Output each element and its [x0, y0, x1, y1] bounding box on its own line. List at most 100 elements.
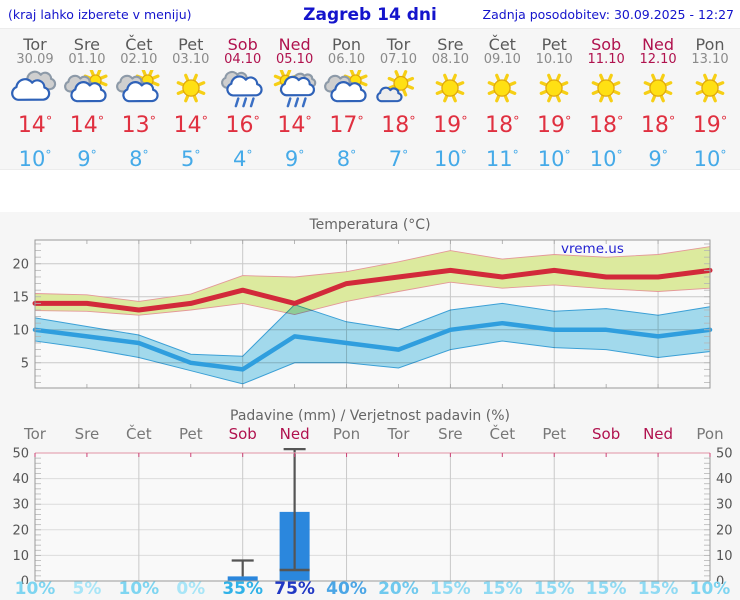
svg-text:5: 5	[21, 356, 29, 371]
day-date-label: 09.10	[483, 52, 521, 67]
precip-day-label: Sre	[438, 425, 463, 443]
svg-text:10: 10	[12, 549, 29, 564]
max-temp-value: 19°	[433, 113, 468, 138]
charts-section: Temperatura (°C) 5 10 15 20 vreme.us Padavin…	[0, 212, 740, 600]
precip-day-label: Sre	[74, 425, 100, 443]
weather-icon-holder	[61, 68, 113, 108]
svg-text:20: 20	[12, 257, 29, 272]
sunny-icon	[695, 73, 725, 103]
precipitation-chart-title: Padavine (mm) / Verjetnost padavin (%)	[230, 408, 510, 424]
sunny-icon	[643, 73, 673, 103]
precip-probability-value: 0%	[176, 579, 206, 599]
max-temp-value: 13°	[121, 113, 157, 138]
forecast-day-column: Tor 30.09 14° 10°	[9, 29, 61, 170]
precip-day-label: Pet	[178, 425, 203, 443]
svg-text:30: 30	[12, 498, 29, 513]
day-name-label: Pet	[541, 35, 567, 54]
min-temp-value: 9°	[284, 147, 305, 171]
forecast-day-column: Sob 04.10 16° 4°	[217, 29, 269, 170]
precip-probability-value: 10%	[689, 579, 731, 599]
weather-icon-holder	[113, 68, 165, 108]
day-date-label: 06.10	[327, 52, 366, 67]
cloudy-icon	[11, 70, 57, 101]
rain-icon	[220, 70, 263, 108]
min-temp-value: 10°	[589, 147, 623, 171]
precip-probability-value: 40%	[326, 579, 367, 599]
precip-probability-value: 35%	[222, 579, 264, 599]
svg-text:20: 20	[716, 523, 733, 538]
day-date-label: 13.10	[691, 52, 729, 67]
min-temp-value: 10°	[18, 147, 52, 171]
svg-text:40: 40	[12, 472, 29, 487]
forecast-day-column: Sob 11.10 18° 10°	[580, 29, 632, 170]
sunny-icon	[176, 73, 206, 103]
day-name-label: Ned	[278, 35, 311, 54]
weather-icon-holder	[321, 68, 373, 108]
precip-day-label: Pon	[332, 425, 361, 443]
sunny-icon	[591, 73, 621, 103]
precip-probability-value: 10%	[14, 579, 56, 599]
min-temp-value: 9°	[77, 147, 97, 171]
sunny-icon	[539, 73, 569, 103]
svg-text:15: 15	[12, 290, 29, 305]
precip-probability-value: 15%	[533, 579, 575, 599]
max-temp-value: 17°	[329, 113, 364, 138]
weather-icon-holder	[9, 70, 61, 108]
day-date-label: 02.10	[120, 52, 158, 67]
watermark[interactable]: vreme.us	[561, 241, 624, 257]
precipitation-probability-labels: 10% 5% 10% 0% 35% 75% 40% 20% 15% 15% 15% 15% 15% 10%	[0, 579, 740, 599]
precipitation-chart: 0 0 10 10 20 20 30 30 40 40 50 50	[12, 447, 733, 585]
forecast-day-column: Ned 12.10 18° 9°	[632, 29, 684, 170]
weather-icon-holder	[269, 68, 321, 108]
day-name-label: Tor	[386, 35, 411, 54]
max-temp-value: 14°	[17, 113, 53, 138]
day-name-label: Čet	[488, 35, 516, 54]
precip-probability-value: 20%	[378, 579, 419, 599]
precip-day-label: Tor	[387, 425, 410, 443]
day-date-label: 03.10	[172, 52, 210, 67]
day-date-label: 07.10	[379, 52, 418, 67]
last-update-text: Zadnja posodobitev: 30.09.2025 - 12:27	[482, 7, 734, 22]
sunny-icon	[436, 73, 465, 103]
day-date-label: 08.10	[431, 52, 469, 67]
precip-probability-value: 75%	[274, 579, 315, 599]
max-temp-line	[32, 267, 713, 313]
max-temp-value: 18°	[588, 113, 624, 138]
menu-hint-text: (kraj lahko izberete v meniju)	[8, 7, 192, 22]
day-name-label: Čet	[125, 35, 153, 54]
partly-cloudy-icon	[323, 68, 368, 103]
min-temp-value: 8°	[129, 147, 149, 171]
weather-icon-holder	[580, 70, 632, 108]
max-temp-value: 14°	[173, 113, 208, 138]
min-temp-value: 9°	[648, 147, 668, 171]
day-date-label: 10.10	[535, 52, 573, 67]
page-title: Zagreb 14 dni	[303, 5, 437, 25]
day-name-label: Pon	[695, 35, 725, 54]
svg-text:50: 50	[716, 447, 733, 462]
precipitation-day-labels: Tor Sre Čet Pet Sob Ned Pon Tor Sre Čet Pet Sob Ned P…	[0, 425, 740, 443]
min-temp-line	[32, 320, 713, 372]
max-temp-value: 19°	[537, 113, 572, 138]
partly-cloudy-icon	[115, 68, 160, 103]
precip-day-label: Ned	[279, 425, 310, 443]
forecast-day-column: Tor 07.10 18° 7°	[372, 29, 424, 170]
min-temp-value: 7°	[388, 147, 409, 171]
precip-day-label: Pon	[696, 425, 724, 443]
weather-icon-holder	[165, 70, 217, 108]
partly-cloudy-icon	[64, 68, 108, 103]
sun-small-cloud-icon	[376, 70, 415, 103]
max-temp-value: 14°	[69, 113, 105, 138]
day-name-label: Tor	[23, 35, 47, 54]
day-name-label: Ned	[642, 35, 675, 54]
svg-text:30: 30	[716, 498, 733, 513]
max-temp-value: 18°	[640, 113, 676, 138]
precip-day-label: Tor	[24, 425, 46, 443]
svg-text:50: 50	[12, 447, 29, 462]
precip-day-label: Sob	[592, 425, 621, 443]
precip-day-label: Pet	[542, 425, 567, 443]
weather-icon-holder	[632, 70, 684, 108]
precip-day-label: Čet	[126, 425, 152, 443]
day-date-label: 30.09	[16, 52, 54, 67]
forecast-day-column: Čet 09.10 18° 11°	[476, 29, 528, 170]
day-name-label: Sre	[437, 35, 464, 54]
